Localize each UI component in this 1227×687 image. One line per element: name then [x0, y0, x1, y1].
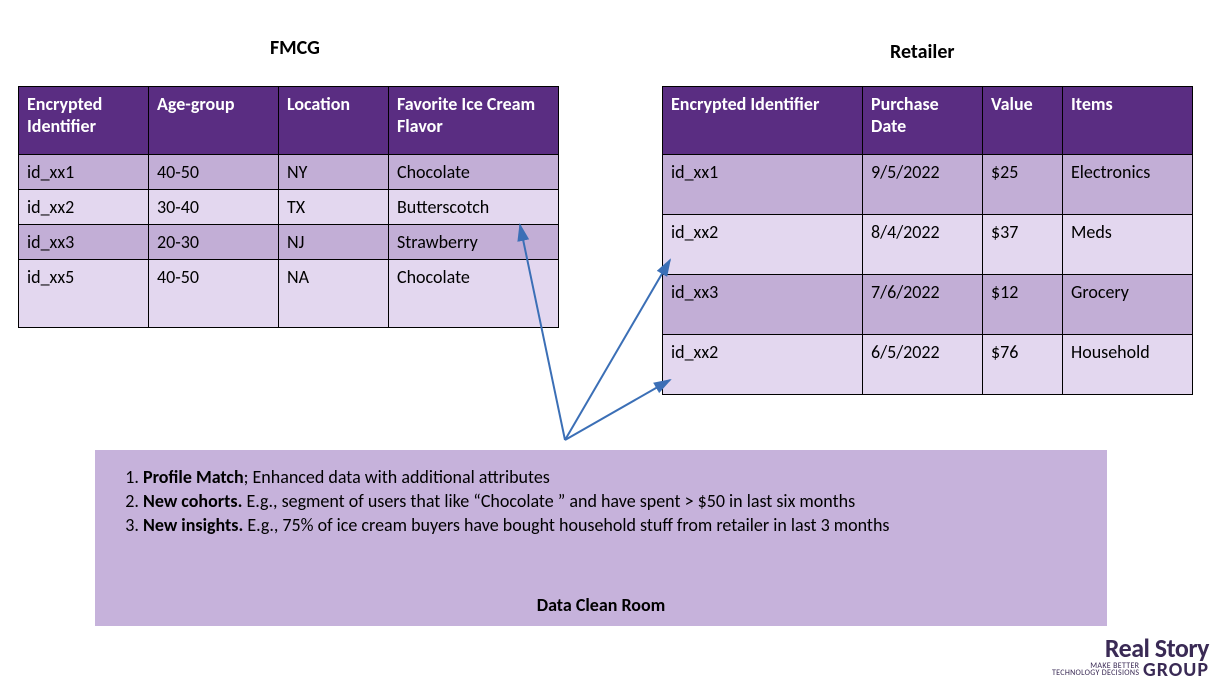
- insight-item: New insights. E.g., 75% of ice cream buy…: [143, 514, 1087, 536]
- column-header: Encrypted Identifier: [663, 87, 863, 155]
- table-cell: Household: [1063, 335, 1193, 395]
- table-row: id_xx230-40TXButterscotch: [19, 190, 559, 225]
- table-row: id_xx540-50NAChocolate: [19, 260, 559, 328]
- table-row: id_xx320-30NJStrawberry: [19, 225, 559, 260]
- table-cell: 20-30: [149, 225, 279, 260]
- table-cell: Grocery: [1063, 275, 1193, 335]
- table-cell: $76: [983, 335, 1063, 395]
- table-cell: $37: [983, 215, 1063, 275]
- table-cell: NY: [279, 155, 389, 190]
- data-clean-room-title: Data Clean Room: [95, 594, 1107, 616]
- table-row: id_xx140-50NYChocolate: [19, 155, 559, 190]
- data-clean-room-box: Profile Match; Enhanced data with additi…: [95, 450, 1107, 626]
- logo-tagline: MAKE BETTERTECHNOLOGY DECISIONS: [1052, 663, 1139, 677]
- table-cell: NJ: [279, 225, 389, 260]
- table-cell: 30-40: [149, 190, 279, 225]
- fmcg-title: FMCG: [270, 36, 320, 60]
- insight-item: Profile Match; Enhanced data with additi…: [143, 466, 1087, 488]
- table-row: id_xx26/5/2022$76Household: [663, 335, 1193, 395]
- table-row: id_xx19/5/2022$25Electronics: [663, 155, 1193, 215]
- table-cell: $12: [983, 275, 1063, 335]
- column-header: Items: [1063, 87, 1193, 155]
- table-cell: 40-50: [149, 155, 279, 190]
- column-header: Encrypted Identifier: [19, 87, 149, 155]
- table-cell: id_xx1: [19, 155, 149, 190]
- column-header: Age-group: [149, 87, 279, 155]
- retailer-title: Retailer: [890, 40, 955, 64]
- table-row: id_xx28/4/2022$37Meds: [663, 215, 1193, 275]
- table-cell: Electronics: [1063, 155, 1193, 215]
- table-cell: Chocolate: [389, 155, 559, 190]
- table-cell: $25: [983, 155, 1063, 215]
- insights-list: Profile Match; Enhanced data with additi…: [143, 466, 1087, 536]
- table-cell: 8/4/2022: [863, 215, 983, 275]
- table-cell: id_xx3: [19, 225, 149, 260]
- table-cell: Meds: [1063, 215, 1193, 275]
- table-cell: id_xx2: [663, 335, 863, 395]
- table-cell: Butterscotch: [389, 190, 559, 225]
- table-cell: id_xx3: [663, 275, 863, 335]
- table-row: id_xx37/6/2022$12Grocery: [663, 275, 1193, 335]
- table-cell: 40-50: [149, 260, 279, 328]
- column-header: Purchase Date: [863, 87, 983, 155]
- table-cell: id_xx2: [19, 190, 149, 225]
- table-cell: Strawberry: [389, 225, 559, 260]
- table-cell: id_xx1: [663, 155, 863, 215]
- table-cell: id_xx5: [19, 260, 149, 328]
- table-cell: 9/5/2022: [863, 155, 983, 215]
- retailer-table: Encrypted IdentifierPurchase DateValueIt…: [662, 86, 1193, 395]
- column-header: Favorite Ice Cream Flavor: [389, 87, 559, 155]
- table-cell: 6/5/2022: [863, 335, 983, 395]
- insight-item: New cohorts. E.g., segment of users that…: [143, 490, 1087, 512]
- table-cell: Chocolate: [389, 260, 559, 328]
- column-header: Location: [279, 87, 389, 155]
- column-header: Value: [983, 87, 1063, 155]
- fmcg-table: Encrypted IdentifierAge-groupLocationFav…: [18, 86, 559, 328]
- real-story-group-logo: Real Story MAKE BETTERTECHNOLOGY DECISIO…: [1052, 637, 1209, 679]
- logo-group: GROUP: [1143, 658, 1209, 682]
- table-cell: 7/6/2022: [863, 275, 983, 335]
- table-cell: id_xx2: [663, 215, 863, 275]
- table-cell: TX: [279, 190, 389, 225]
- table-cell: NA: [279, 260, 389, 328]
